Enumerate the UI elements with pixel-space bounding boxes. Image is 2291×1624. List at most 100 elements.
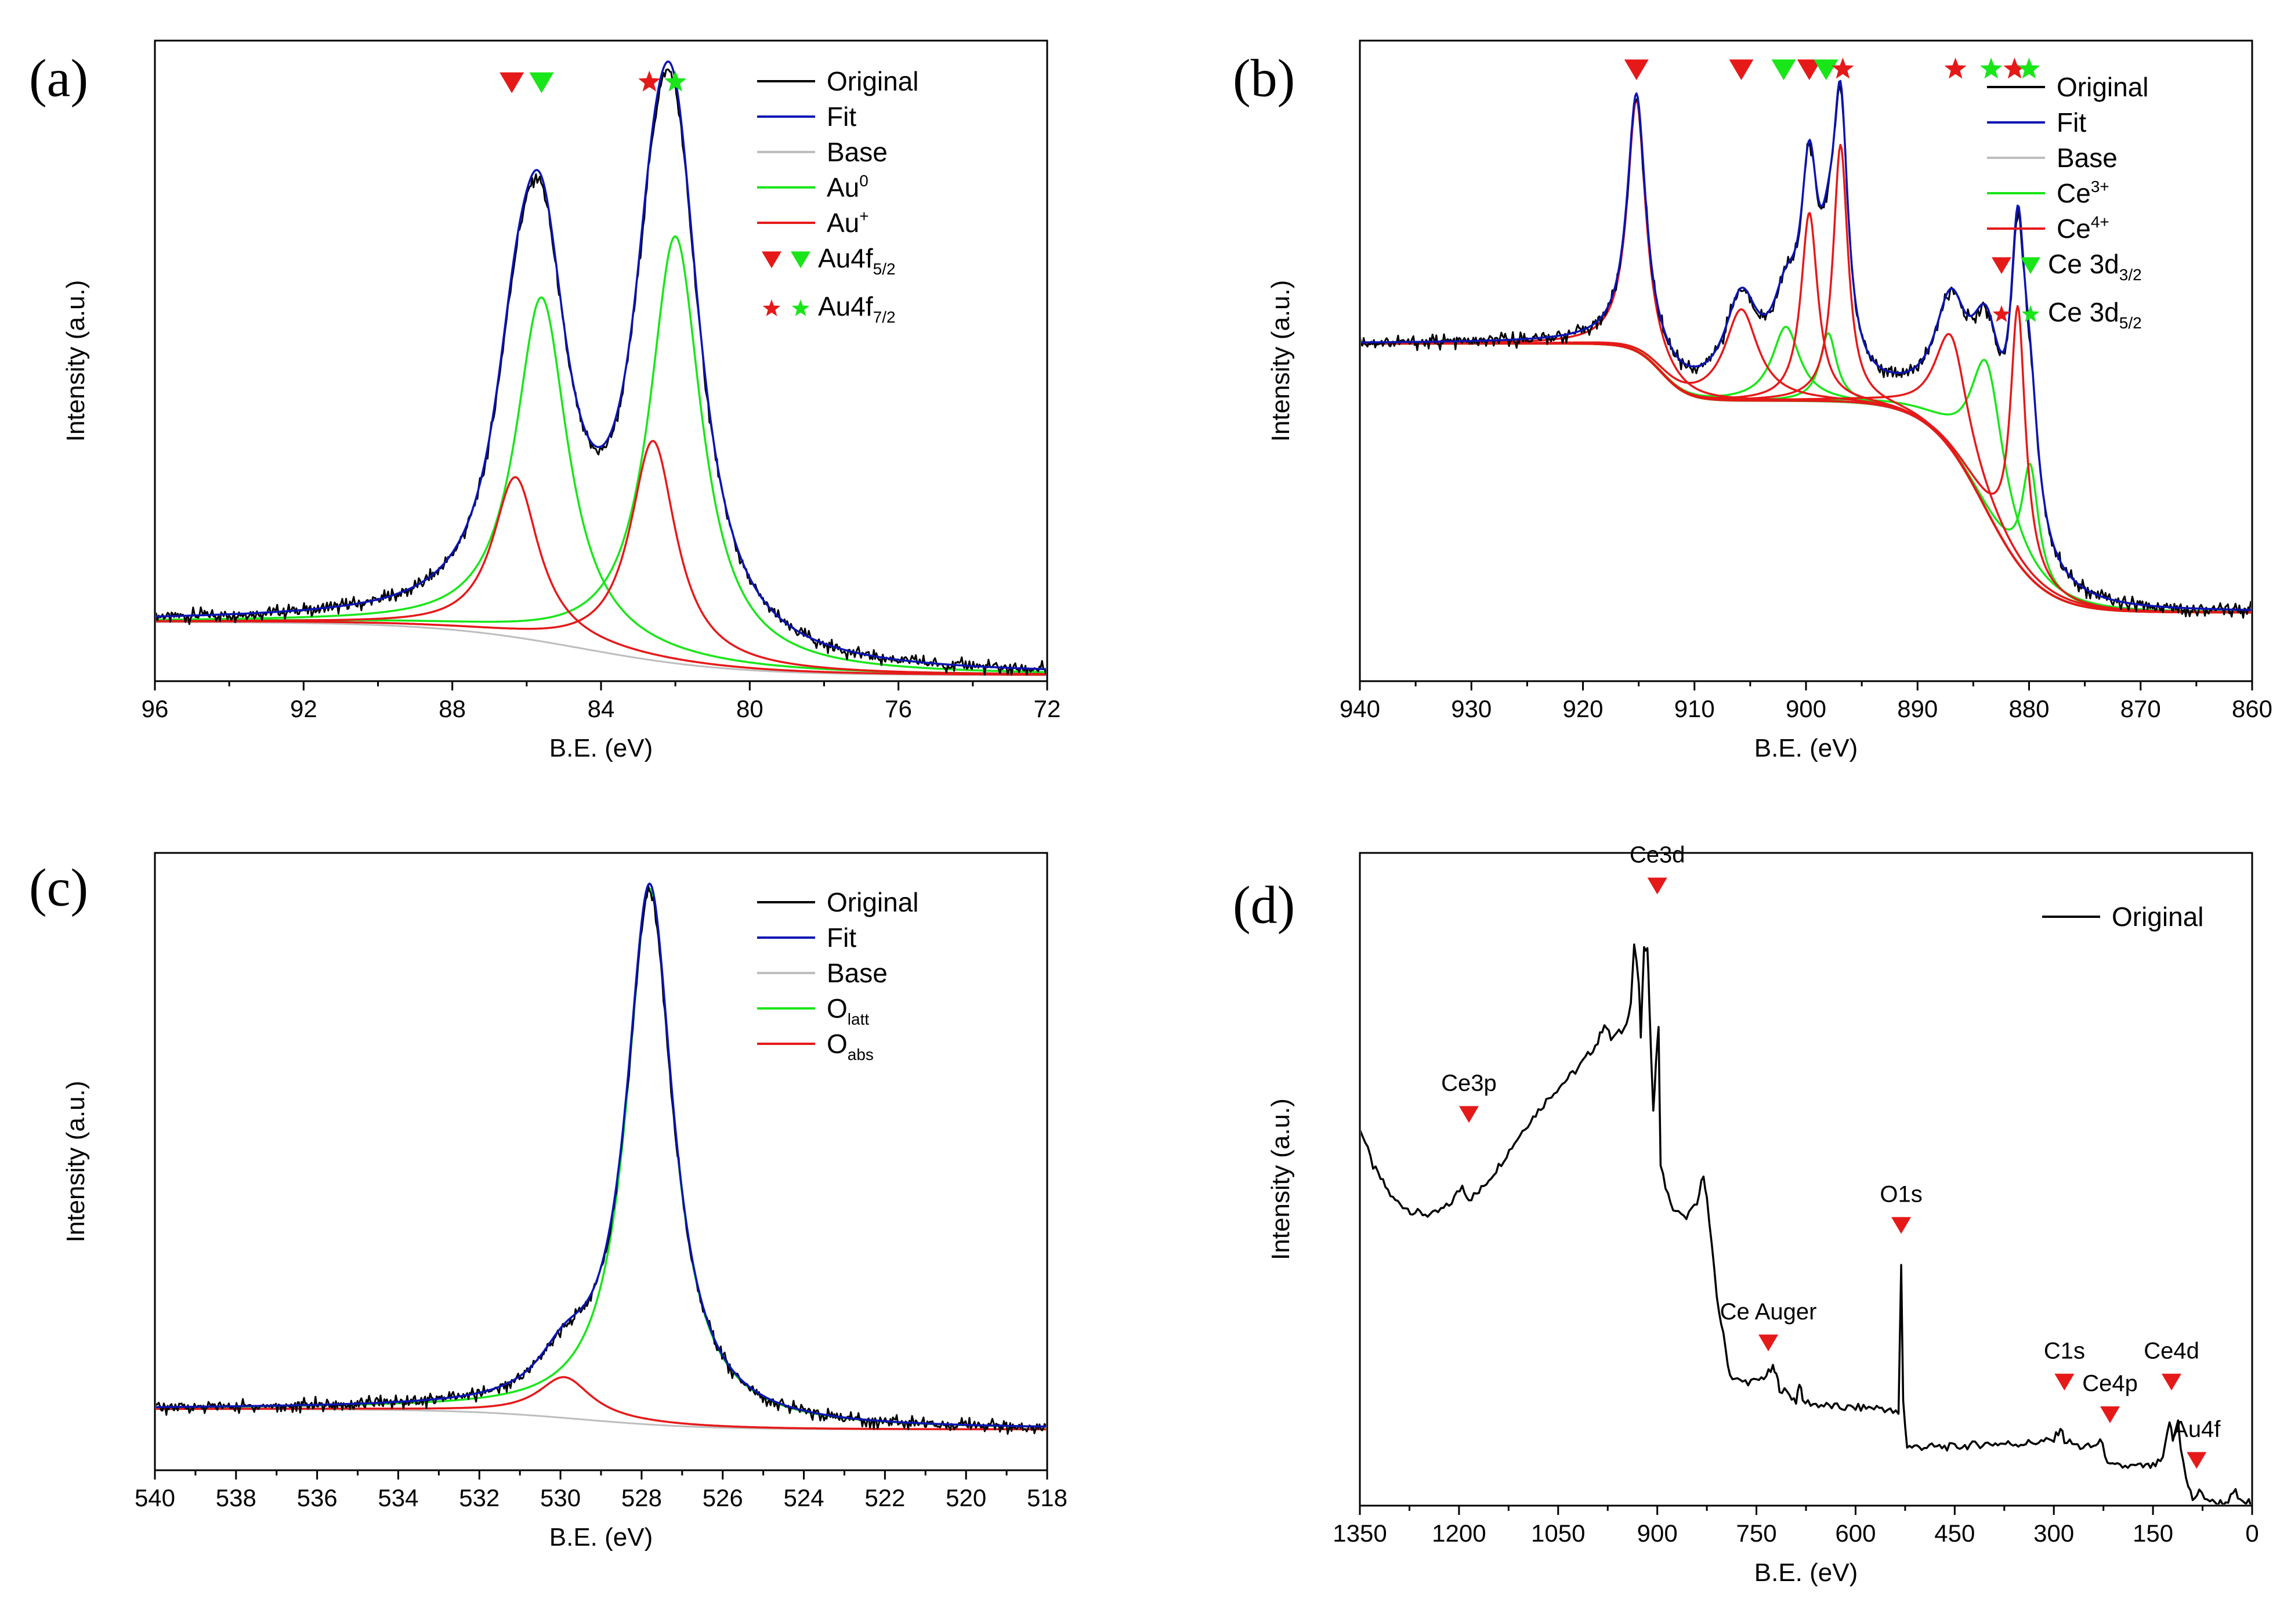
x-axis-title: B.E. (eV) <box>1754 734 1858 762</box>
legend-label: Original <box>2057 72 2149 102</box>
legend-star-icon <box>1992 305 2011 322</box>
triangle-marker <box>1624 59 1649 81</box>
legend-label: Base <box>827 137 888 167</box>
legend-label: Base <box>2057 143 2118 173</box>
component-red-line <box>156 1376 1046 1431</box>
fit-line <box>156 60 1046 671</box>
x-tick-label: 520 <box>946 1484 986 1511</box>
star-marker <box>2003 57 2026 79</box>
x-tick-label: 300 <box>2033 1520 2074 1547</box>
x-tick-label: 880 <box>2008 695 2049 722</box>
peak-annotation-label: Ce Auger <box>1720 1299 1817 1325</box>
x-tick-label: 900 <box>1786 695 1826 722</box>
original-line <box>156 68 1046 676</box>
peak-annotation-label: Ce3d <box>1630 842 1685 867</box>
peak-annotation-label: Ce3p <box>1441 1070 1497 1096</box>
star-marker <box>638 70 661 92</box>
legend-star-icon <box>762 299 781 316</box>
chart-panel-d: (d) 1350 1200 1050 900 750 600 450 300 150 0 B.E. (… <box>1233 842 2259 1587</box>
x-tick-label: 96 <box>142 695 169 722</box>
panel-letter: (c) <box>29 858 88 917</box>
peak-annotation-label: C1s <box>2044 1338 2085 1363</box>
component-red-line <box>156 476 1046 676</box>
x-axis-title: B.E. (eV) <box>1754 1558 1858 1587</box>
triangle-marker <box>529 72 554 93</box>
panel-letter: (d) <box>1233 876 1295 935</box>
peak-triangle-marker <box>1758 1334 1779 1352</box>
legend-triangle-icon <box>1992 257 2011 274</box>
peak-triangle-marker <box>1458 1106 1479 1123</box>
component-red-line <box>1361 305 2251 613</box>
component-red-line <box>156 440 1046 675</box>
x-tick-label: 526 <box>703 1484 743 1511</box>
peak-triangle-marker <box>1647 877 1667 895</box>
component-red-line <box>1361 99 2251 614</box>
legend-label: Fit <box>2057 107 2086 138</box>
legend-star-icon <box>2021 305 2040 322</box>
x-tick-label: 900 <box>1637 1520 1678 1547</box>
component-red-line <box>1361 308 2251 614</box>
legend-label: Au+ <box>827 207 869 238</box>
triangle-marker <box>1814 59 1838 81</box>
legend-label: Ce 3d3/2 <box>2048 249 2142 284</box>
x-tick-label: 536 <box>297 1484 338 1511</box>
peak-annotation-label: O1s <box>1880 1181 1922 1207</box>
x-tick-label: 1350 <box>1333 1520 1387 1547</box>
fit-line <box>156 882 1046 1428</box>
legend-label: Ce4+ <box>2057 213 2109 244</box>
x-tick-label: 524 <box>784 1484 824 1511</box>
star-marker <box>664 70 687 92</box>
x-tick-label: 72 <box>1034 695 1061 722</box>
star-marker <box>2018 57 2040 79</box>
star-marker <box>1980 57 2003 79</box>
component-red-line <box>1361 143 2251 614</box>
star-marker <box>1832 57 1854 79</box>
x-axis-title: B.E. (eV) <box>549 734 653 762</box>
component-green-line <box>156 296 1046 675</box>
legend-triangle-icon <box>2021 257 2040 274</box>
x-tick-label: 76 <box>885 695 912 722</box>
star-marker <box>1944 57 1967 79</box>
peak-triangle-marker <box>2100 1406 2120 1423</box>
y-axis-title: Intensity (a.u.) <box>1266 1098 1295 1260</box>
legend-label: Fit <box>827 102 856 132</box>
panel-letter: (a) <box>29 49 88 108</box>
triangle-marker <box>1771 59 1796 81</box>
peak-triangle-marker <box>1891 1217 1912 1234</box>
legend-label: Ce 3d5/2 <box>2048 297 2142 332</box>
x-tick-label: 532 <box>459 1484 500 1511</box>
peak-triangle-marker <box>2162 1373 2182 1391</box>
y-axis-title: Intensity (a.u.) <box>61 1081 90 1243</box>
x-tick-label: 84 <box>588 695 615 722</box>
legend: Original <box>2042 902 2204 932</box>
legend-label: Ce3+ <box>2057 178 2109 208</box>
peak-triangle-marker <box>2054 1373 2075 1391</box>
plot-area <box>156 882 1046 1435</box>
x-tick-label: 80 <box>736 695 763 722</box>
x-axis-title: B.E. (eV) <box>549 1523 653 1551</box>
peak-annotation-label: Ce4p <box>2082 1371 2138 1397</box>
x-tick-label: 522 <box>864 1484 905 1511</box>
x-tick-label: 600 <box>1835 1520 1876 1547</box>
legend-label: Au4f5/2 <box>818 243 896 278</box>
component-green-line <box>1361 325 2251 614</box>
x-tick-label: 150 <box>2133 1520 2173 1547</box>
x-tick-label: 870 <box>2120 695 2161 722</box>
y-axis-title: Intensity (a.u.) <box>61 280 90 442</box>
x-tick-label: 538 <box>216 1484 256 1511</box>
plot-area <box>1361 943 2251 1504</box>
y-axis-title: Intensity (a.u.) <box>1266 280 1295 442</box>
legend-triangle-icon <box>762 251 781 269</box>
chart-panel-c: (c) 540 538 536 534 532 530 528 526 524 522 520 518 B… <box>29 852 1067 1551</box>
legend: Original Fit Base Ce3+ Ce4+ Ce 3d3/2 Ce 3d5/2 <box>1987 72 2149 332</box>
x-tick-label: 518 <box>1027 1484 1067 1511</box>
legend-triangle-icon <box>791 251 810 269</box>
legend-label: Fit <box>827 923 856 953</box>
component-green-line <box>1361 342 2251 613</box>
original-line <box>156 884 1046 1435</box>
triangle-marker <box>1729 59 1754 81</box>
triangle-marker <box>1797 59 1822 81</box>
triangle-marker <box>500 72 524 93</box>
legend-label: Original <box>2112 902 2204 932</box>
